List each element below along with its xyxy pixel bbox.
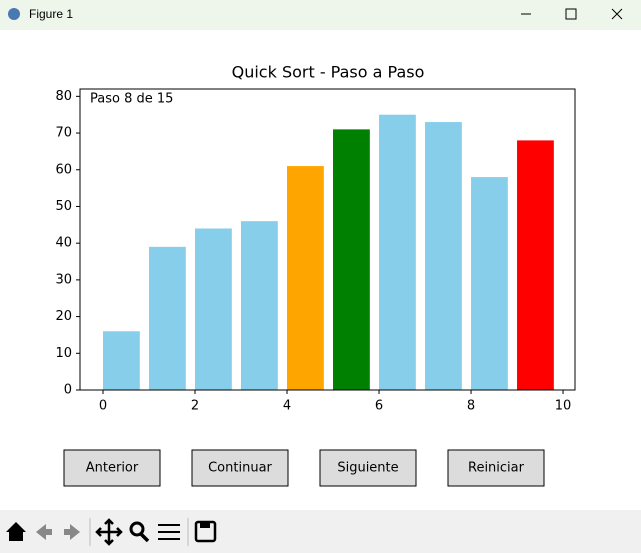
- y-tick-label: 20: [55, 309, 72, 324]
- bar: [103, 331, 140, 390]
- bar: [287, 166, 324, 390]
- y-tick-label: 30: [55, 272, 72, 287]
- x-tick-label: 8: [467, 399, 475, 414]
- bar: [333, 129, 370, 390]
- x-tick-label: 6: [375, 399, 383, 414]
- x-tick-label: 10: [555, 399, 572, 414]
- button[interactable]: [447, 449, 545, 487]
- button-label[interactable]: Anterior: [86, 461, 139, 476]
- close[interactable]: [611, 8, 623, 20]
- button[interactable]: [319, 449, 417, 487]
- button-label[interactable]: Reiniciar: [468, 461, 525, 476]
- bar: [241, 221, 278, 390]
- x-tick-label: 0: [99, 399, 107, 414]
- zoom-handle: [139, 532, 150, 543]
- maximize[interactable]: [565, 8, 577, 20]
- zoom-icon[interactable]: [129, 521, 145, 537]
- title-bar: [0, 0, 641, 30]
- pan-icon[interactable]: [95, 518, 123, 546]
- bar: [379, 114, 416, 390]
- button[interactable]: [63, 449, 161, 487]
- x-tick-label: 2: [191, 399, 199, 414]
- y-tick-label: 50: [55, 199, 72, 214]
- bar: [471, 177, 508, 390]
- bar: [149, 246, 186, 390]
- y-tick-label: 10: [55, 346, 72, 361]
- bar: [517, 140, 554, 390]
- y-tick-label: 70: [55, 126, 72, 141]
- y-tick-label: 0: [64, 383, 72, 398]
- window-title: Figure 1: [29, 7, 73, 21]
- forward-icon[interactable]: [64, 524, 80, 540]
- config-icon[interactable]: [158, 524, 180, 540]
- app-icon: [8, 8, 20, 20]
- y-tick-label: 60: [55, 162, 72, 177]
- x-tick-label: 4: [283, 399, 291, 414]
- save-icon-part: [200, 522, 210, 528]
- axes-frame: [79, 88, 576, 391]
- annotation: Paso 8 de 15: [90, 92, 173, 107]
- bar: [195, 228, 232, 390]
- button-label[interactable]: Siguiente: [337, 461, 398, 476]
- chart-title: Quick Sort - Paso a Paso: [232, 63, 425, 82]
- y-tick-label: 80: [55, 89, 72, 104]
- back-icon[interactable]: [36, 524, 52, 540]
- button-label[interactable]: Continuar: [208, 461, 272, 476]
- button[interactable]: [191, 449, 289, 487]
- home-icon[interactable]: [6, 522, 26, 541]
- bar: [425, 122, 462, 390]
- y-tick-label: 40: [55, 236, 72, 251]
